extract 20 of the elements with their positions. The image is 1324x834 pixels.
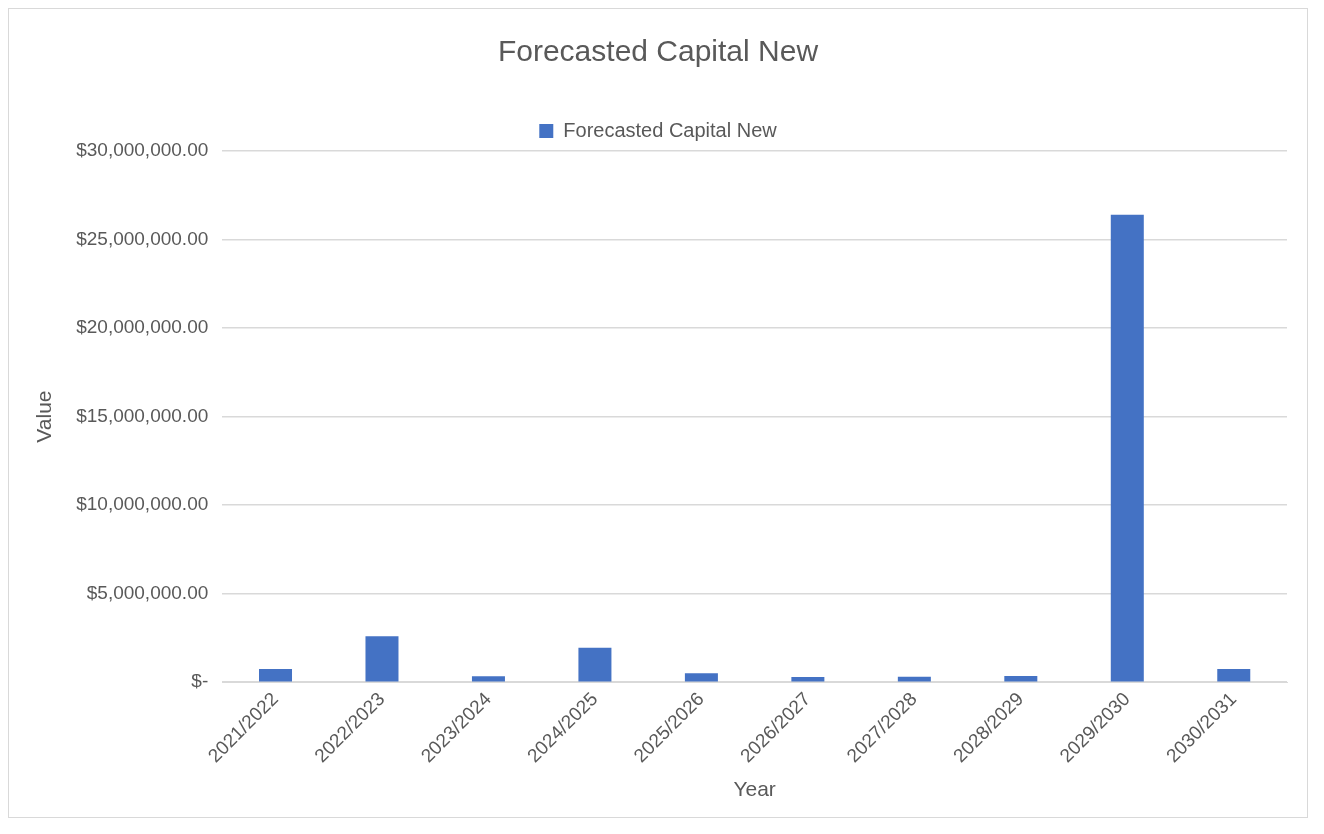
chart-title: Forecasted Capital New — [497, 34, 819, 68]
y-tick-label: $20,000,000.00 — [76, 316, 209, 338]
y-tick-label: $30,000,000.00 — [76, 139, 209, 161]
bar — [1004, 675, 1038, 682]
bar — [365, 636, 399, 682]
bar — [791, 677, 825, 682]
x-axis-title: Year — [733, 777, 776, 801]
legend-label: Forecasted Capital New — [563, 118, 778, 141]
y-tick-label: $10,000,000.00 — [76, 493, 209, 515]
bar — [259, 669, 293, 682]
bar — [578, 647, 612, 682]
y-tick-label: $25,000,000.00 — [76, 227, 209, 249]
y-tick-label: $15,000,000.00 — [76, 404, 209, 426]
y-axis-title: Value — [32, 390, 56, 443]
y-tick-label: $- — [191, 670, 209, 692]
bar — [1217, 669, 1251, 682]
bar — [471, 676, 505, 682]
bar — [1110, 214, 1144, 682]
bar — [684, 673, 718, 682]
y-tick-label: $5,000,000.00 — [86, 581, 209, 603]
